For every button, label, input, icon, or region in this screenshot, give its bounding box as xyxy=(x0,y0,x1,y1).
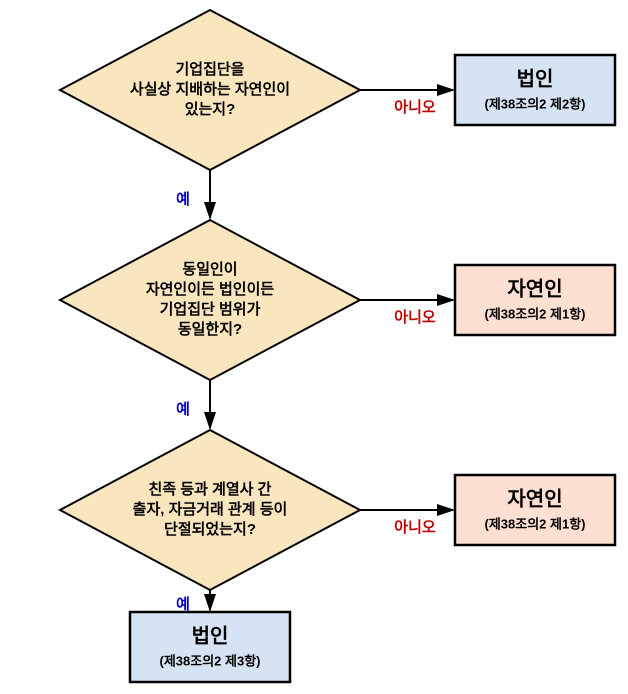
edge-d2-yes-label: 예 xyxy=(176,401,190,418)
decision-1-line1: 기업집단을 xyxy=(175,60,244,78)
result-2-sub: (제38조의2 제1항) xyxy=(485,306,586,321)
decision-2-line3: 기업집단 범위가 xyxy=(160,300,261,318)
edge-d3-no-label: 아니오 xyxy=(394,519,436,536)
decision-1-line2: 사실상 지배하는 자연인이 xyxy=(130,80,290,98)
flowchart-svg: 기업집단을 사실상 지배하는 자연인이 있는지? 법인 (제38조의2 제2항)… xyxy=(0,0,628,694)
result-2-title: 자연인 xyxy=(507,277,562,300)
decision-2-line2: 자연인이든 법인이든 xyxy=(146,280,275,298)
result-1-sub: (제38조의2 제2항) xyxy=(485,96,586,111)
edge-d1-yes-label: 예 xyxy=(176,191,190,208)
decision-3-line3: 단절되었는지? xyxy=(164,520,256,538)
decision-3-line1: 친족 등과 계열사 간 xyxy=(149,480,272,498)
result-1-title: 법인 xyxy=(517,67,554,90)
edge-d1-no-label: 아니오 xyxy=(394,99,436,116)
decision-2-line1: 동일인이 xyxy=(182,260,237,278)
result-3-sub: (제38조의2 제1항) xyxy=(485,516,586,531)
result-4-title: 법인 xyxy=(192,624,229,647)
decision-3-line2: 출자, 자금거래 관계 등이 xyxy=(133,501,288,518)
decision-2-line4: 동일한지? xyxy=(178,321,242,338)
result-4-sub: (제38조의2 제3항) xyxy=(160,653,261,668)
result-3-title: 자연인 xyxy=(507,487,562,510)
decision-1-line3: 있는지? xyxy=(185,100,236,118)
edge-d2-no-label: 아니오 xyxy=(394,309,436,326)
edge-d3-yes-label: 예 xyxy=(176,596,190,613)
